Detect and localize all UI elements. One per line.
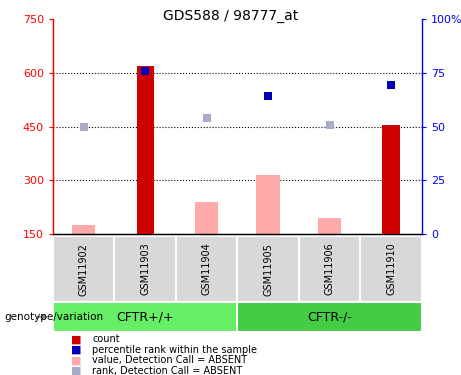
Text: GDS588 / 98777_at: GDS588 / 98777_at — [163, 9, 298, 23]
Text: GSM11910: GSM11910 — [386, 243, 396, 296]
Bar — [237, 302, 422, 332]
Point — [387, 82, 395, 88]
Text: ■: ■ — [71, 356, 82, 365]
Bar — [72, 225, 95, 234]
Text: genotype/variation: genotype/variation — [5, 312, 104, 322]
Text: GSM11904: GSM11904 — [201, 243, 212, 296]
Bar — [256, 175, 280, 234]
Text: GSM11905: GSM11905 — [263, 243, 273, 296]
Text: percentile rank within the sample: percentile rank within the sample — [92, 345, 257, 355]
Text: ■: ■ — [71, 334, 82, 344]
Bar — [299, 236, 361, 302]
Text: value, Detection Call = ABSENT: value, Detection Call = ABSENT — [92, 356, 247, 365]
Point — [326, 122, 333, 128]
Point — [80, 124, 88, 130]
Text: rank, Detection Call = ABSENT: rank, Detection Call = ABSENT — [92, 366, 242, 375]
Point — [142, 68, 149, 74]
Text: CFTR+/+: CFTR+/+ — [116, 310, 174, 323]
Bar — [383, 125, 400, 234]
Text: GSM11902: GSM11902 — [79, 243, 89, 296]
Text: GSM11906: GSM11906 — [325, 243, 335, 296]
Point — [265, 93, 272, 99]
Bar — [114, 236, 176, 302]
Point — [203, 115, 210, 121]
Text: count: count — [92, 334, 120, 344]
Bar — [53, 236, 114, 302]
Bar — [361, 236, 422, 302]
Bar — [176, 236, 237, 302]
Text: CFTR-/-: CFTR-/- — [307, 310, 352, 323]
Bar — [237, 236, 299, 302]
Bar — [136, 66, 154, 234]
Text: ■: ■ — [71, 366, 82, 375]
Bar — [195, 202, 219, 234]
Text: GSM11903: GSM11903 — [140, 243, 150, 296]
Bar — [53, 302, 237, 332]
Bar — [318, 218, 341, 234]
Text: ■: ■ — [71, 345, 82, 355]
